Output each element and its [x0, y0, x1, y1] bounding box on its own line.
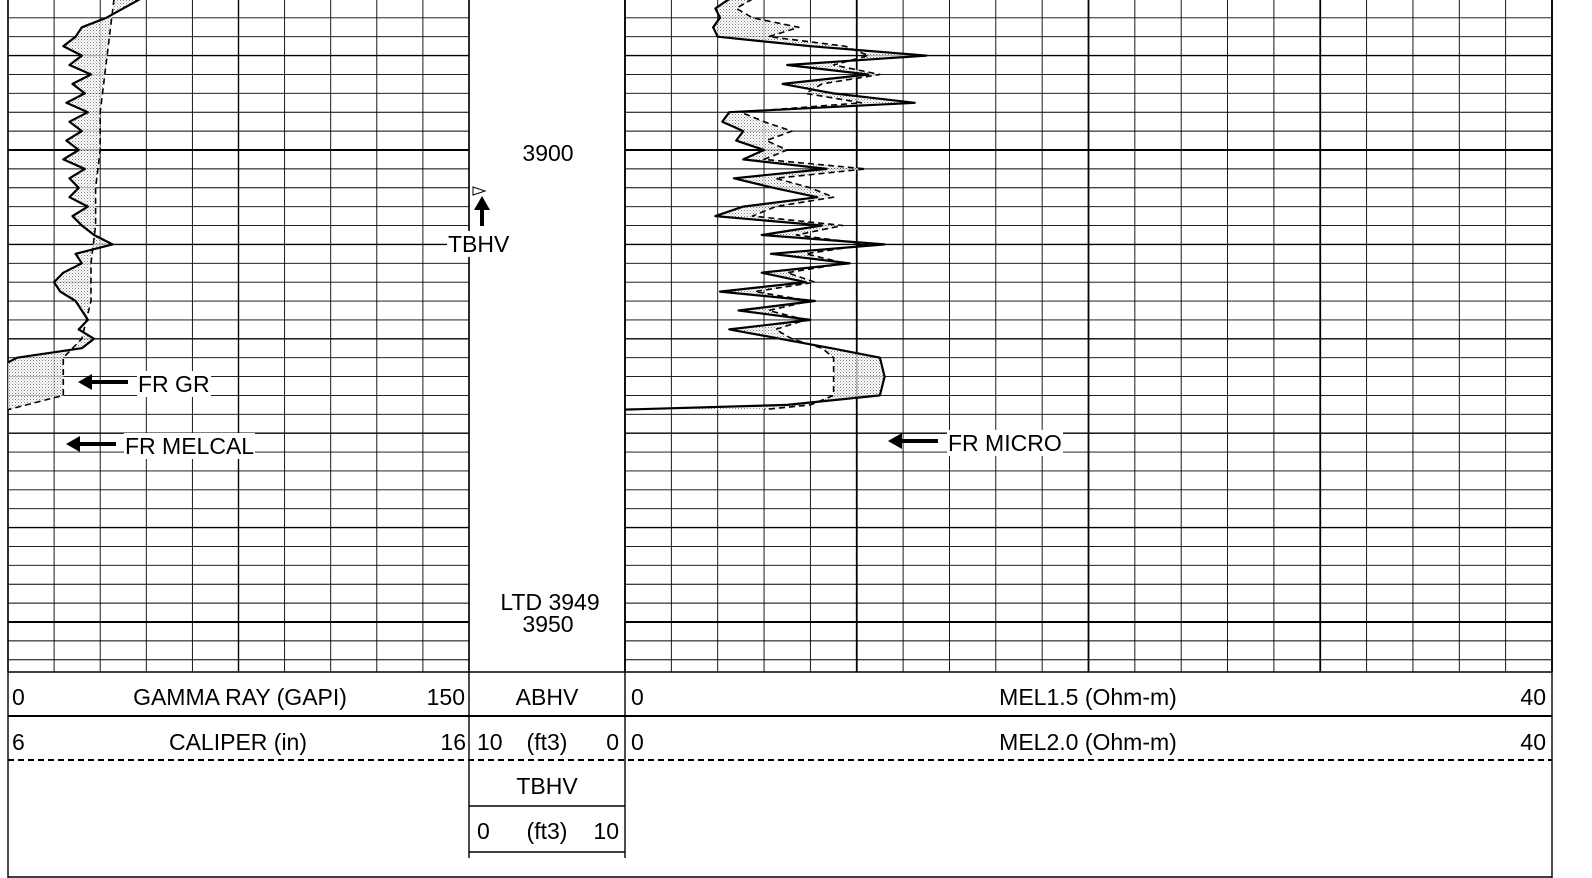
track2-shading — [625, 0, 927, 410]
abhv-max: 0 — [606, 729, 619, 755]
tbhv-max: 10 — [593, 818, 619, 844]
mel20-max: 40 — [1520, 729, 1546, 755]
fr-micro-flag-label: FR MICRO — [947, 430, 1063, 456]
mel15-min: 0 — [631, 684, 644, 710]
log-grid — [7, 0, 1553, 878]
flag-markers — [66, 186, 938, 452]
abhv-title: ABHV — [515, 684, 579, 710]
track1-shading — [8, 0, 139, 410]
gamma-ray-title: GAMMA RAY (GAPI) — [133, 684, 347, 710]
tbhv-flag-label: TBHV — [447, 231, 511, 257]
mel20-title: MEL2.0 (Ohm-m) — [999, 729, 1177, 755]
mel15-max: 40 — [1520, 684, 1546, 710]
fr-micro-arrow — [888, 433, 938, 449]
caliper-title: CALIPER (in) — [168, 729, 308, 755]
tbhv-min: 0 — [477, 818, 490, 844]
header-lines — [8, 671, 1552, 878]
tbhv-flag-icon — [472, 186, 487, 196]
crossover-shading — [8, 0, 927, 410]
depth-label-3950: 3950 — [522, 611, 574, 637]
log-curves — [7, 0, 928, 411]
curve-gamma-ray-gapi — [7, 0, 141, 364]
fr-gr-arrow — [78, 374, 128, 390]
fr-gr-arrow-head — [78, 374, 92, 390]
abhv-min: 10 — [477, 729, 503, 755]
mel15-title: MEL1.5 (Ohm-m) — [999, 684, 1177, 710]
curve-mel2-0-ohm-m — [735, 0, 881, 411]
fr-melcal-flag-label: FR MELCAL — [124, 433, 256, 459]
caliper-min: 6 — [12, 729, 25, 755]
gamma-ray-min: 0 — [12, 684, 25, 710]
curve-mel1-5-ohm-m — [624, 0, 928, 411]
tbhv-arrow — [472, 186, 490, 226]
tbhv-unit: (ft3) — [526, 818, 568, 844]
tbhv-arrow-head — [474, 196, 490, 210]
caliper-max: 16 — [440, 729, 466, 755]
fr-melcal-arrow-head — [66, 436, 80, 452]
fr-micro-arrow-head — [888, 433, 902, 449]
fr-melcal-arrow — [66, 436, 116, 452]
gamma-ray-max: 150 — [426, 684, 465, 710]
fr-gr-flag-label: FR GR — [137, 371, 211, 397]
abhv-unit: (ft3) — [526, 729, 568, 755]
mel20-min: 0 — [631, 729, 644, 755]
ltd-label: LTD 3949 — [500, 589, 600, 615]
curve-caliper-in — [7, 0, 115, 411]
depth-label-3900: 3900 — [522, 140, 574, 166]
tbhv-title: TBHV — [516, 773, 578, 799]
